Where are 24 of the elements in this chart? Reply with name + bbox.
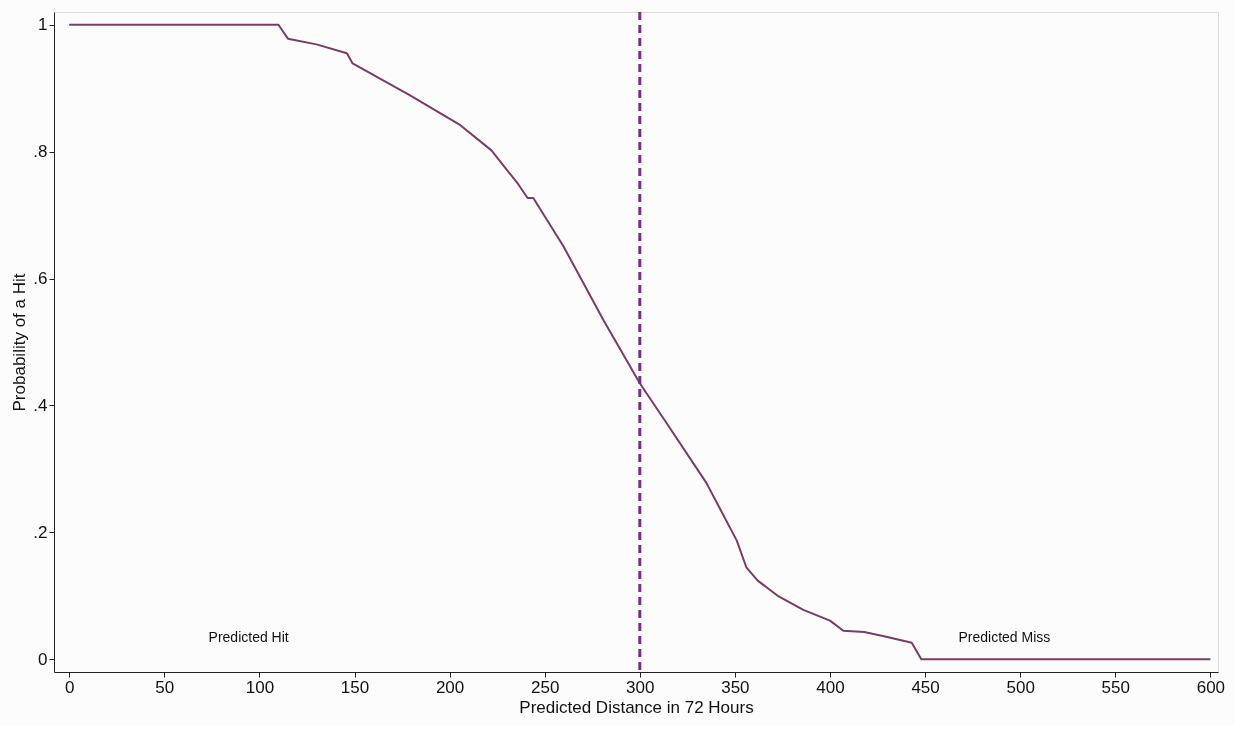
x-tick-label: 200 bbox=[435, 677, 465, 697]
x-tick-label: 0 bbox=[64, 677, 75, 697]
x-tick-label: 50 bbox=[155, 677, 175, 697]
y-tick-label: .2 bbox=[33, 522, 48, 542]
x-axis-title: Predicted Distance in 72 Hours bbox=[519, 697, 754, 717]
y-tick-label: .6 bbox=[33, 269, 48, 289]
y-tick-label: 1 bbox=[38, 15, 48, 35]
x-tick-label: 350 bbox=[721, 677, 750, 697]
x-tick-label: 600 bbox=[1196, 677, 1226, 697]
line-series bbox=[68, 23, 1212, 661]
annotation: Predicted Hit bbox=[208, 628, 289, 645]
x-tick-label: 450 bbox=[911, 677, 940, 697]
x-tick-label: 250 bbox=[531, 677, 560, 697]
y-tick-label: 0 bbox=[38, 649, 48, 669]
y-tick-label: .8 bbox=[33, 142, 48, 162]
x-tick-label: 500 bbox=[1006, 677, 1035, 697]
x-tick-label: 550 bbox=[1101, 677, 1130, 697]
y-tick-label: .4 bbox=[33, 395, 48, 415]
x-tick-label: 150 bbox=[340, 677, 370, 697]
y-axis-title: Probability of a Hit bbox=[10, 273, 30, 412]
annotation: Predicted Miss bbox=[958, 628, 1051, 645]
x-tick-label: 100 bbox=[245, 677, 275, 697]
x-tick-label: 400 bbox=[816, 677, 845, 697]
x-tick-label: 300 bbox=[626, 677, 655, 697]
